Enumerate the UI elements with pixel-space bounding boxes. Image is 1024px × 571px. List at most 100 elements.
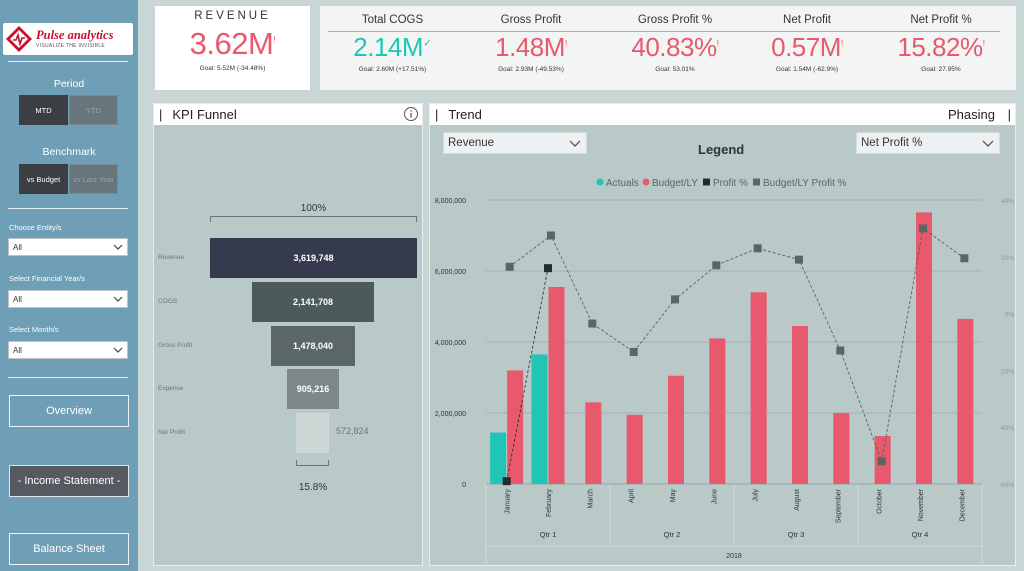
quarter-label: Qtr 1 [540, 530, 557, 539]
profit-metric-dropdown[interactable]: Net Profit % [856, 132, 1000, 154]
pulse-logo-icon [6, 26, 32, 52]
funnel-title: KPI Funnel [172, 107, 237, 122]
quarter-label: Qtr 3 [788, 530, 805, 539]
funnel-bar-expense[interactable]: 905,216 [287, 369, 339, 409]
marker-budget-profit-pct [795, 255, 803, 264]
month-filter-label: Select Month/s [9, 325, 59, 334]
kpi-funnel-panel: | KPI Funnel 100% Revenue 3,619,748 COGS… [153, 103, 423, 566]
chart-bars [490, 212, 974, 485]
info-icon[interactable] [403, 106, 419, 122]
y2-tick-label: 0% [1005, 312, 1015, 319]
x-tick-label: June [711, 489, 718, 504]
balance-sheet-button[interactable]: Balance Sheet [9, 533, 129, 565]
legend-entry-budget-profit: Budget/LY Profit % [763, 178, 847, 189]
benchmark-last-year-button[interactable]: vs Last Year [69, 164, 118, 194]
y-tick-label: 6,000,000 [435, 269, 466, 276]
marker-budget-profit-pct [712, 261, 721, 270]
net-profit-pct-kpi: Net Profit % 15.82%! Goal: 27.95% [876, 6, 1006, 73]
metric-dropdown-value: Revenue [448, 137, 495, 149]
kpi-goal: Goal: 2.60M (+17.51%) [358, 66, 427, 73]
divider [8, 377, 128, 378]
x-tick-label: October [877, 488, 884, 514]
logo-tagline: VISUALIZE THE INVISIBLE [36, 42, 106, 49]
bar-budget [833, 413, 850, 484]
marker-budget-profit-pct [505, 262, 514, 271]
profit-metric-dropdown-value: Net Profit % [861, 137, 923, 149]
y-tick-label: 8,000,000 [435, 198, 466, 205]
marker-budget-profit-pct [919, 224, 927, 233]
year-filter-dropdown[interactable]: All [8, 290, 128, 308]
kpi-title: Total COGS [361, 14, 424, 26]
kpi-value: 1.48M [495, 32, 565, 62]
legend-title: Legend [698, 142, 745, 157]
period-ytd-button[interactable]: YTD [69, 95, 118, 125]
month-filter-dropdown[interactable]: All [8, 341, 128, 359]
kpi-value: 40.83% [631, 32, 717, 62]
bar-budget [957, 318, 974, 484]
alert-icon: ! [982, 38, 986, 49]
bar-budget [626, 414, 643, 484]
funnel-label: Expense [158, 385, 184, 392]
funnel-label: Revenue [158, 254, 185, 261]
period-mtd-button[interactable]: MTD [19, 95, 68, 125]
chevron-down-icon [982, 140, 994, 147]
legend-marker-budget [642, 178, 650, 186]
sidebar: Pulse analytics VISUALIZE THE INVISIBLE … [0, 0, 138, 571]
bar-budget [916, 212, 932, 485]
kpi-goal: Goal: 2.93M (-49.53%) [498, 66, 564, 73]
legend-entry-actuals: Actuals [606, 178, 639, 189]
gross-profit-pct-kpi: Gross Profit % 40.83%! Goal: 53.01% [610, 6, 740, 73]
x-tick-label: November [918, 488, 925, 521]
trend-chart: Actuals Budget/LY Profit % Budget/LY Pro… [435, 178, 1015, 566]
benchmark-label: Benchmark [42, 146, 96, 158]
year-filter-label: Select Financial Year/s [9, 274, 85, 283]
revenue-kpi-value: 3.62M [189, 26, 274, 61]
kpi-title: Net Profit [783, 14, 831, 26]
funnel-value: 905,216 [296, 384, 330, 394]
benchmark-budget-button[interactable]: vs Budget [19, 164, 68, 194]
bar-actuals [531, 354, 548, 484]
marker-profit-pct [502, 477, 511, 486]
metric-dropdown[interactable]: Revenue [443, 132, 587, 154]
overview-button[interactable]: Overview [9, 395, 129, 427]
panel-header: | Trend Phasing | [430, 104, 1015, 125]
kpi-value: 15.82% [897, 32, 983, 62]
legend-marker-budget-profit [753, 178, 760, 186]
x-tick-label: March [587, 489, 594, 509]
funnel-bar-gross-profit[interactable]: 1,478,040 [271, 326, 355, 366]
marker-profit-pct [544, 264, 552, 273]
funnel-bar-cogs[interactable]: 2,141,708 [252, 282, 374, 322]
marker-budget-profit-pct [671, 295, 679, 304]
funnel-bar-revenue[interactable]: 3,619,748 [210, 238, 417, 278]
chart-x-axis: January February March April May June July Augu… [485, 484, 983, 566]
y2-tick-label: -20% [999, 368, 1014, 375]
legend-marker-actuals [596, 178, 604, 186]
x-tick-label: February [546, 489, 553, 518]
funnel-bar-net-profit[interactable] [296, 413, 329, 453]
period-label: Period [53, 78, 85, 90]
chart-lines [502, 224, 969, 486]
quarter-label: Qtr 4 [912, 530, 929, 539]
entity-filter-dropdown[interactable]: All [8, 238, 128, 256]
line-budget-profit-pct [509, 227, 965, 463]
marker-budget-profit-pct [836, 346, 845, 355]
panel-header: | KPI Funnel [154, 104, 422, 125]
quarter-label: Qtr 2 [664, 530, 681, 539]
x-tick-label: January [505, 489, 512, 514]
funnel-value: 2,141,708 [292, 297, 334, 307]
logo-title: Pulse analytics [36, 28, 114, 43]
kpi-value: 2.14M [353, 32, 424, 62]
y-tick-label: 0 [462, 482, 466, 489]
x-tick-label: May [670, 489, 677, 503]
revenue-kpi-card: REVENUE 3.62M! Goal: 5.52M (-34.48%) [155, 6, 310, 90]
alert-icon: ! [716, 38, 720, 49]
total-cogs-kpi: Total COGS 2.14M✓ Goal: 2.60M (+17.51%) [330, 6, 455, 73]
kpi-goal: Goal: 1.54M (-62.9%) [775, 66, 839, 73]
funnel-value: 1,478,040 [292, 341, 334, 351]
income-statement-button[interactable]: - Income Statement - [9, 465, 129, 497]
bar-budget [792, 326, 808, 484]
bar-budget [585, 402, 602, 484]
divider [8, 208, 128, 209]
year-filter-value: All [13, 294, 22, 304]
marker-budget-profit-pct [629, 347, 638, 356]
